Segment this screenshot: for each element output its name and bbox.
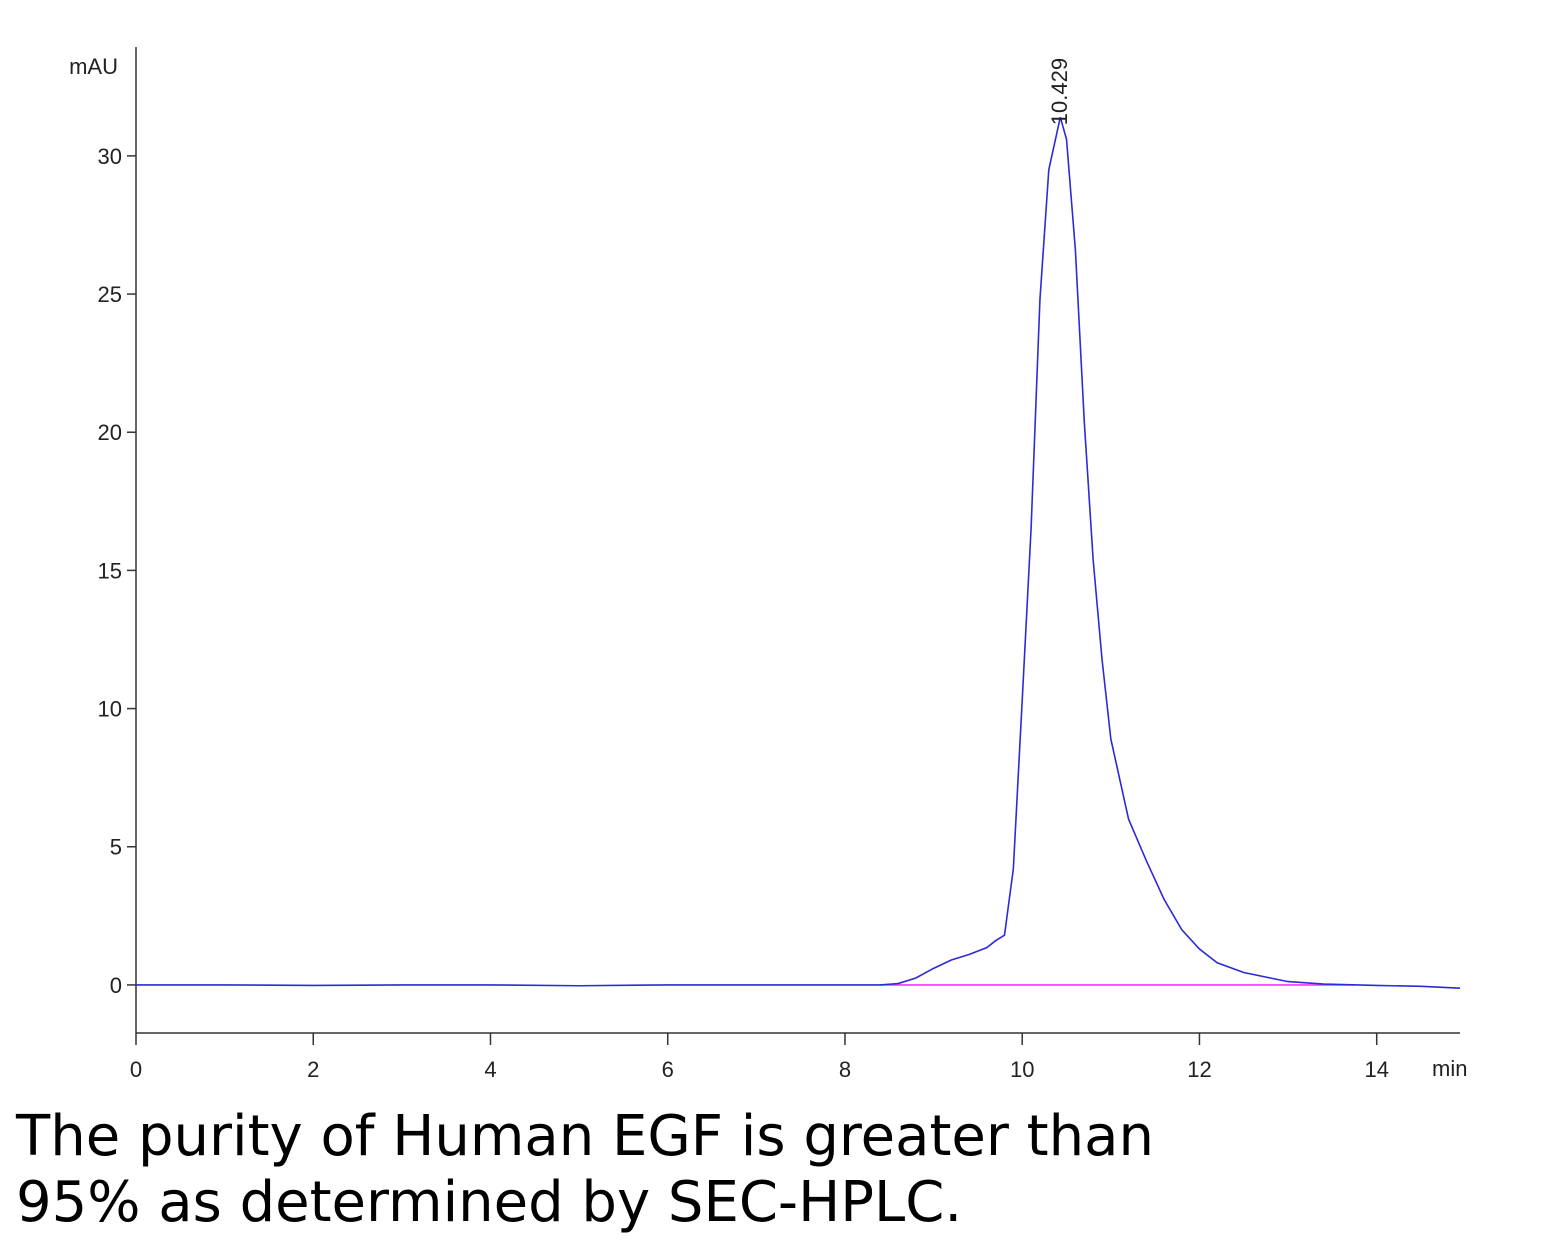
- x-tick-label: 14: [1364, 1057, 1388, 1082]
- y-axis-label: mAU: [69, 54, 118, 79]
- x-tick-label: 12: [1187, 1057, 1211, 1082]
- caption-line: The purity of Human EGF is greater than: [16, 1104, 1154, 1169]
- x-tick-label: 4: [484, 1057, 496, 1082]
- y-tick-label: 5: [110, 835, 122, 860]
- x-tick-label: 10: [1010, 1057, 1034, 1082]
- y-tick-label: 0: [110, 973, 122, 998]
- x-tick-label: 0: [130, 1057, 142, 1082]
- y-tick-label: 25: [98, 282, 122, 307]
- x-tick-label: 2: [307, 1057, 319, 1082]
- y-tick-label: 10: [98, 697, 122, 722]
- y-tick-label: 20: [98, 420, 122, 445]
- caption: The purity of Human EGF is greater than …: [16, 1104, 1154, 1236]
- x-tick-label: 8: [839, 1057, 851, 1082]
- x-axis-label: min: [1432, 1056, 1467, 1081]
- caption-line: 95% as determined by SEC-HPLC.: [16, 1170, 963, 1235]
- x-tick-label: 6: [662, 1057, 674, 1082]
- y-tick-label: 30: [98, 144, 122, 169]
- peak-label: 10.429: [1047, 58, 1072, 125]
- series-line: [136, 116, 1461, 990]
- chart: mAU min 0 5 10 15 20 25 30 0 2 4 6 8 10 12 14 10.429: [69, 47, 1467, 1082]
- y-tick-label: 15: [98, 558, 122, 583]
